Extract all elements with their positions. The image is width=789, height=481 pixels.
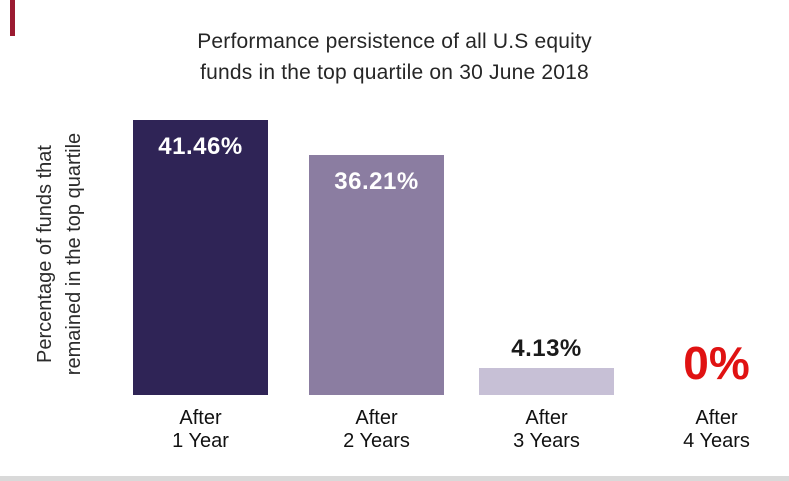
tick-label-after-1-year: After 1 Year [133,407,268,453]
value-label-after-2-years: 36.21% [334,168,419,195]
tick-label-after-3-years: After 3 Years [479,407,614,453]
chart-title: Performance persistence of all U.S equit… [0,26,789,88]
value-label-after-1-year: 41.46% [158,133,243,160]
tick-line: After [355,407,398,429]
bar-after-2-years [309,155,444,395]
y-axis-label: Percentage of funds that remained in the… [31,104,89,404]
y-axis-label-line-2: remained in the top quartile [63,132,85,376]
chart-title-line-2: funds in the top quartile on 30 June 201… [200,61,589,84]
tick-line: 3 Years [513,430,580,452]
tick-label-after-4-years: After 4 Years [649,407,784,453]
bar-after-1-year [133,120,268,395]
tick-line: After [525,407,568,429]
bottom-border-band [0,476,789,481]
y-axis-label-line-1: Percentage of funds that [34,145,56,363]
tick-line: 2 Years [343,430,410,452]
tick-line: 4 Years [683,430,750,452]
value-label-after-4-years: 0% [683,337,750,389]
tick-label-after-2-years: After 2 Years [309,407,444,453]
tick-line: 1 Year [172,430,229,452]
tick-line: After [179,407,222,429]
tick-line: After [695,407,738,429]
bar-after-3-years [479,368,614,395]
accent-dash [10,0,15,36]
chart-title-line-1: Performance persistence of all U.S equit… [197,30,592,53]
value-label-after-3-years: 4.13% [511,335,582,362]
